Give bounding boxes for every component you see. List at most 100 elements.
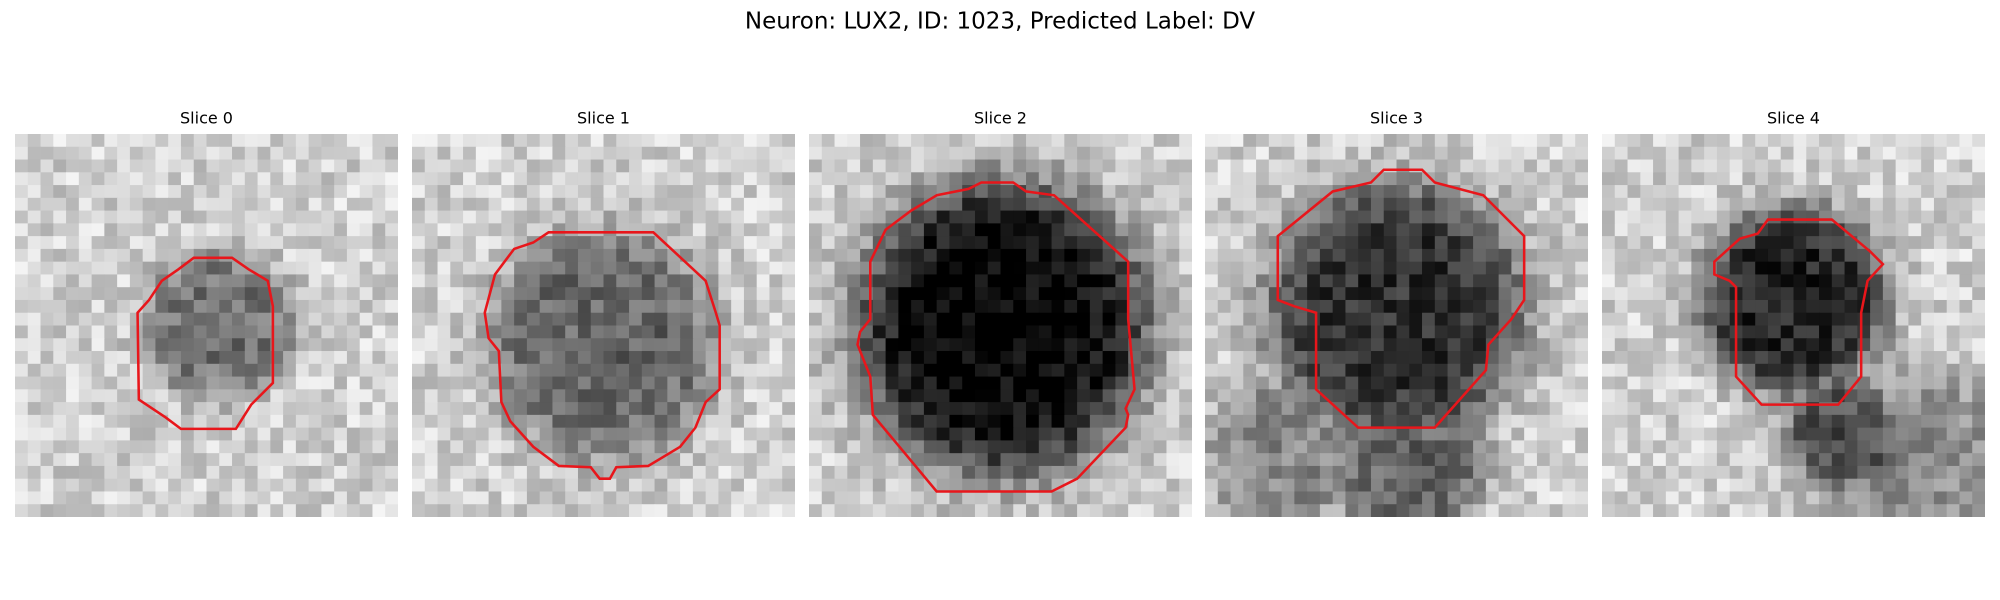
pixel (308, 197, 323, 212)
pixel (321, 261, 335, 276)
pixel (1409, 210, 1423, 225)
pixel (769, 504, 783, 517)
pixel (1933, 453, 1948, 467)
pixel (1602, 261, 1616, 276)
pixel (885, 363, 900, 378)
pixel (321, 299, 335, 314)
pixel (463, 134, 477, 148)
pixel (1319, 363, 1334, 378)
pixel (1102, 185, 1117, 199)
pixel (526, 134, 541, 148)
pixel (463, 236, 477, 250)
pixel (180, 223, 195, 237)
pixel (66, 478, 80, 493)
pixel (1294, 312, 1308, 327)
pixel (1128, 491, 1142, 505)
pixel (692, 491, 707, 505)
pixel (987, 197, 1002, 212)
pixel (1243, 351, 1257, 365)
pixel (705, 210, 720, 225)
pixel (1921, 172, 1935, 186)
pixel (987, 465, 1002, 480)
pixel (450, 172, 464, 186)
pixel (1345, 338, 1359, 352)
pixel (514, 312, 528, 327)
pixel (1243, 491, 1257, 505)
pixel (1243, 210, 1257, 225)
pixel (680, 236, 694, 250)
pixel (1013, 363, 1027, 378)
pixel (117, 172, 131, 186)
pixel (346, 134, 361, 148)
pixel (1153, 299, 1168, 314)
pixel (257, 351, 271, 365)
pixel (501, 274, 515, 288)
pixel (743, 478, 758, 493)
pixel (1524, 172, 1538, 186)
pixel (1870, 478, 1884, 493)
pixel (1000, 351, 1014, 365)
pixel (1627, 465, 1641, 480)
pixel (1115, 274, 1129, 288)
pixel (1256, 248, 1270, 263)
pixel (1281, 223, 1296, 237)
pixel (1077, 134, 1091, 148)
pixel (450, 504, 464, 517)
pixel (1281, 504, 1296, 517)
pixel (283, 261, 297, 276)
pixel (1102, 261, 1117, 276)
pixel (1921, 504, 1935, 517)
pixel (847, 197, 861, 212)
pixel (53, 338, 67, 352)
pixel (962, 236, 976, 250)
pixel (334, 197, 348, 212)
pixel (1602, 159, 1616, 173)
pixel (629, 159, 643, 173)
pixel (168, 146, 182, 161)
pixel (180, 325, 195, 339)
pixel (616, 491, 630, 505)
pixel (1678, 338, 1693, 352)
pixel (1089, 427, 1104, 442)
pixel (372, 146, 386, 161)
pixel (1665, 146, 1680, 161)
pixel (66, 491, 80, 505)
pixel (1870, 389, 1884, 403)
pixel (117, 363, 131, 378)
pixel (1447, 453, 1461, 467)
pixel (1307, 248, 1321, 263)
pixel (412, 478, 426, 493)
pixel (66, 159, 80, 173)
pixel (78, 299, 93, 314)
pixel (168, 299, 182, 314)
pixel (1485, 478, 1500, 493)
pixel (53, 402, 67, 416)
pixel (809, 427, 823, 442)
pixel (1549, 287, 1564, 301)
pixel (1844, 453, 1858, 467)
pixel (949, 376, 963, 390)
pixel (1000, 453, 1014, 467)
pixel (821, 134, 836, 148)
pixel (872, 210, 887, 225)
pixel (1870, 338, 1884, 352)
pixel (769, 146, 783, 161)
pixel (1051, 427, 1065, 442)
pixel (987, 134, 1002, 148)
pixel (923, 376, 938, 390)
pixel (1140, 504, 1155, 517)
pixel (1831, 465, 1846, 480)
pixel (654, 478, 668, 493)
pixel (577, 236, 592, 250)
pixel (847, 414, 861, 429)
pixel (756, 299, 771, 314)
pixel (949, 402, 963, 416)
pixel (1064, 287, 1078, 301)
pixel (1281, 465, 1296, 480)
pixel (654, 427, 668, 442)
pixel (424, 414, 439, 429)
pixel (232, 146, 246, 161)
pixel (756, 248, 771, 263)
pixel (860, 159, 874, 173)
pixel (590, 363, 605, 378)
